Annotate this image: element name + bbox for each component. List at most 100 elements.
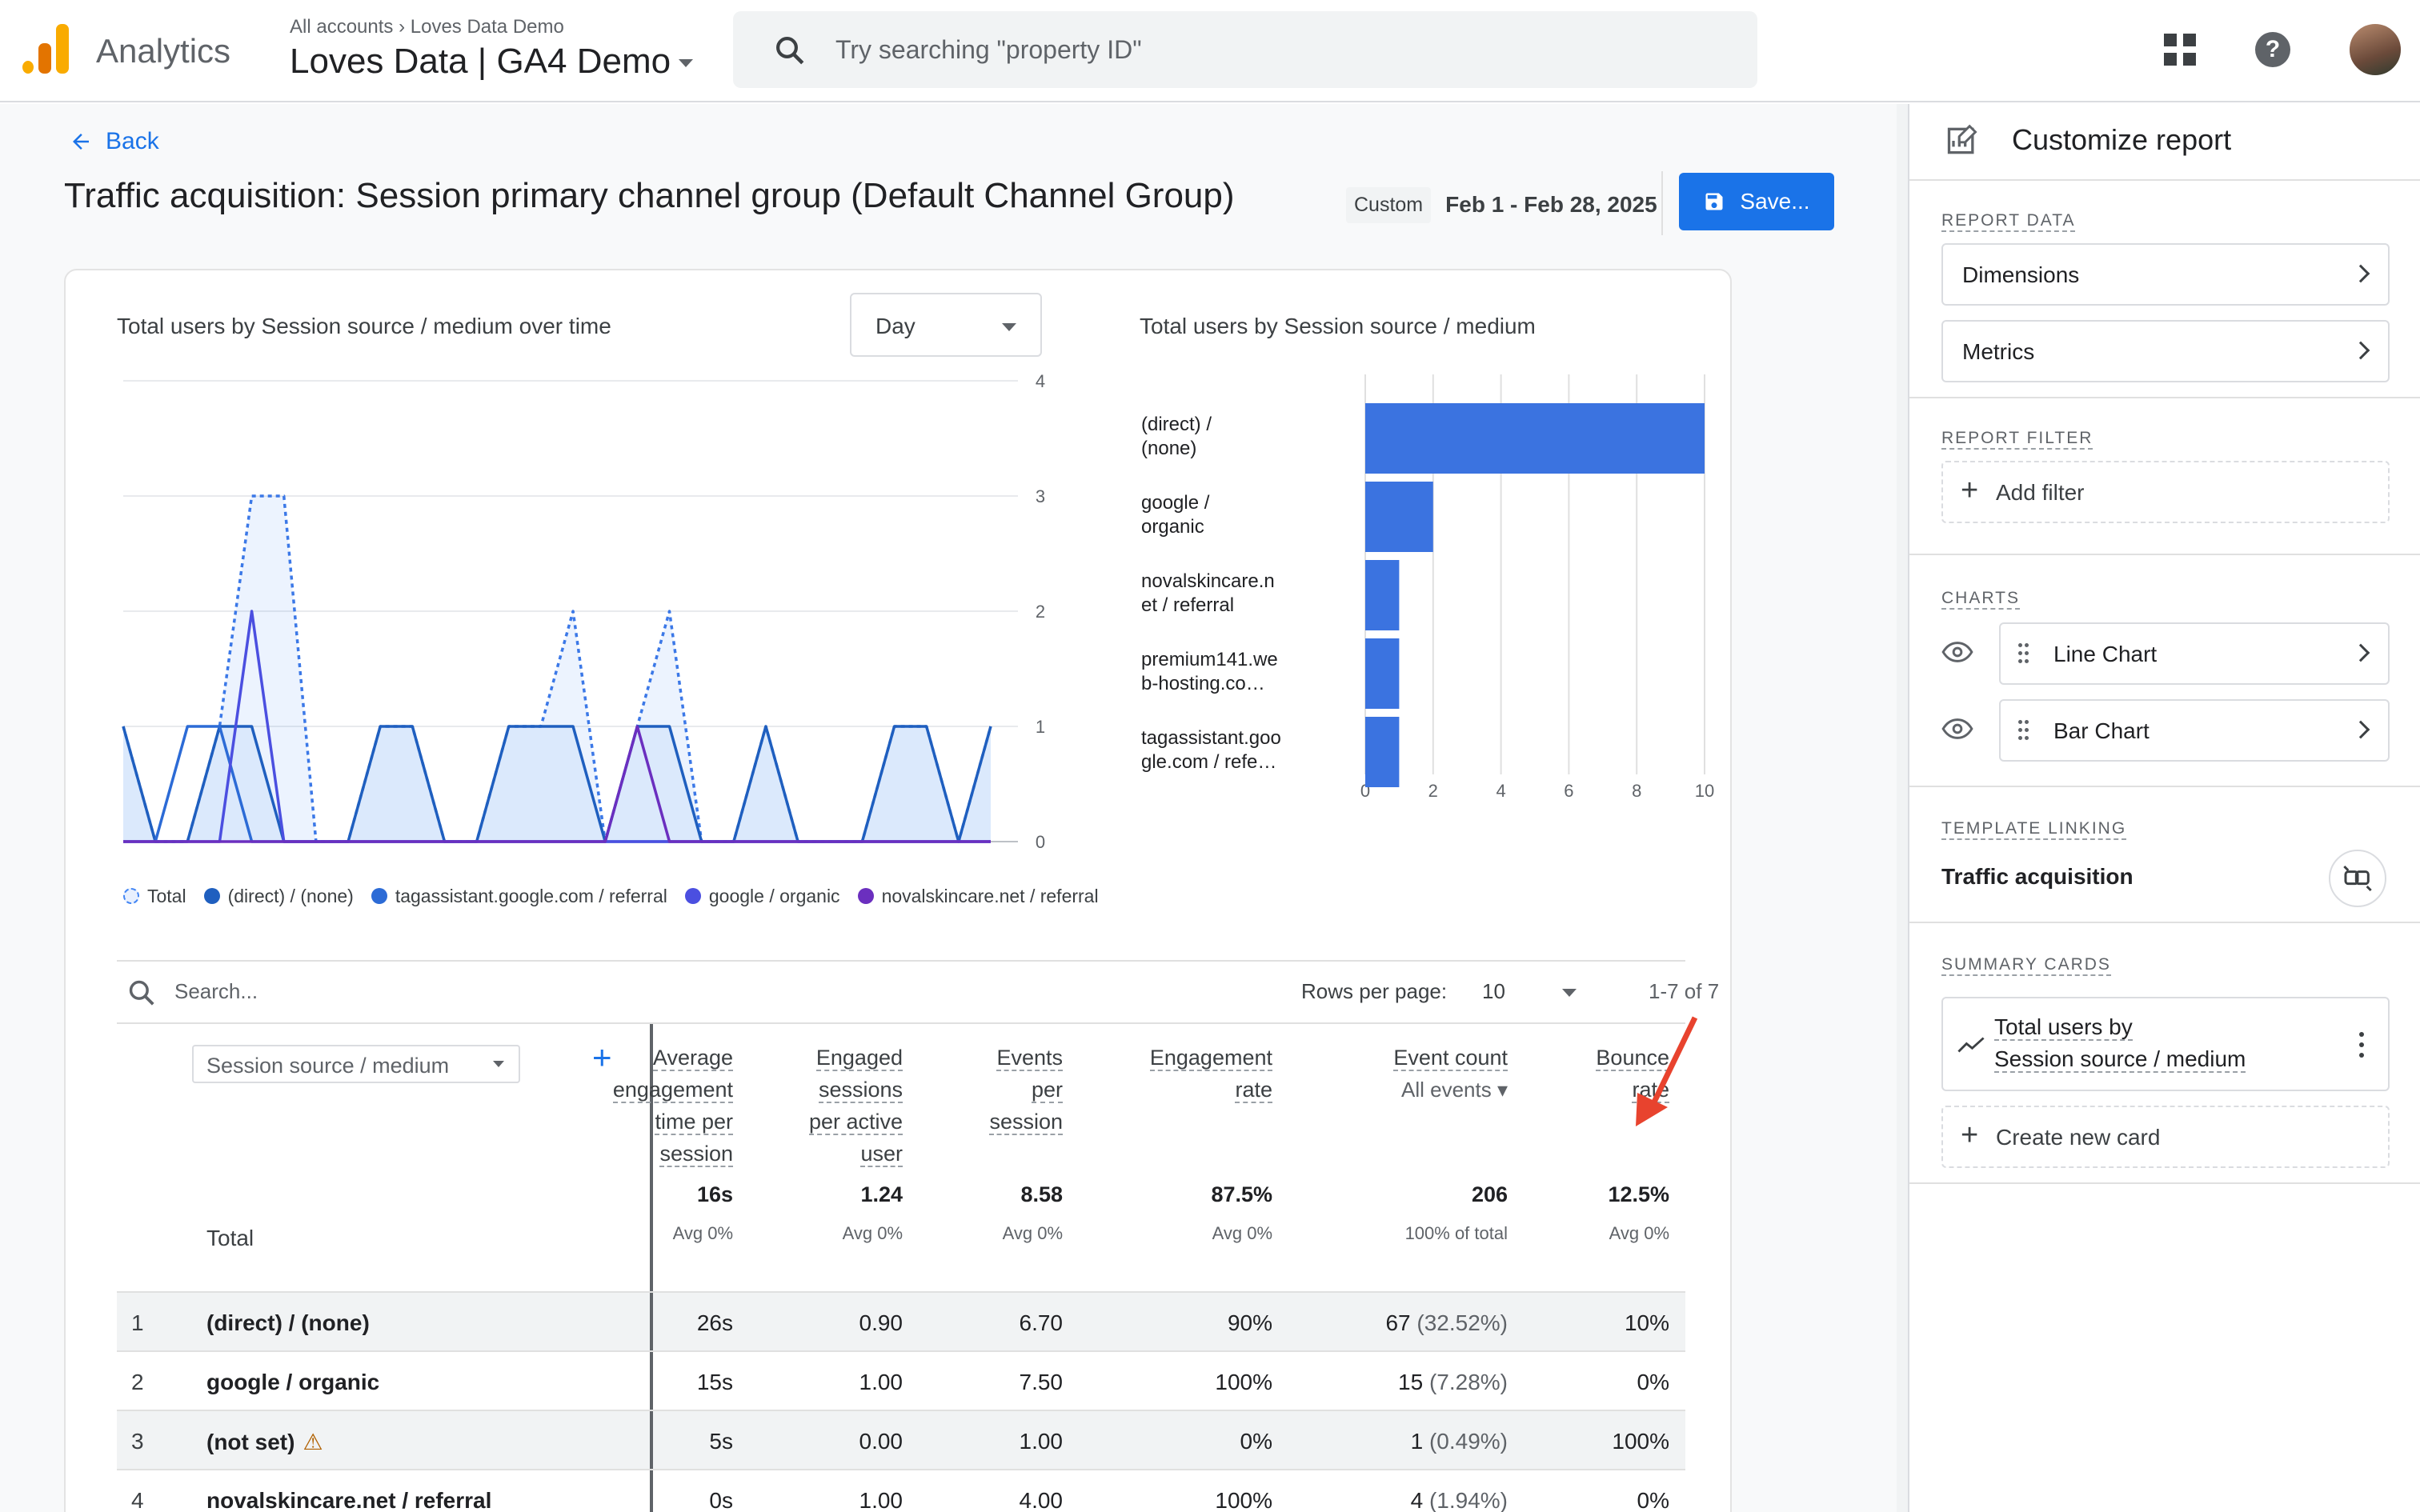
warning-icon[interactable]: ⚠ bbox=[302, 1430, 323, 1454]
panel-header: Customize report bbox=[1909, 104, 2420, 181]
row-dimension: novalskincare.net / referral bbox=[206, 1488, 492, 1512]
back-label: Back bbox=[106, 128, 159, 154]
line-chart-item[interactable]: Line Chart bbox=[1999, 622, 2390, 685]
category-label: novalskincare.n bbox=[1141, 570, 1275, 592]
table-row[interactable]: 2 google / organic 15s 1.00 7.50 100% 15 (7.28… bbox=[117, 1350, 1685, 1411]
event-filter-select[interactable]: All events ▾ bbox=[1401, 1078, 1508, 1102]
metric-column-header[interactable]: Engagement rate bbox=[1149, 1046, 1272, 1103]
legend-item[interactable]: Total bbox=[123, 886, 186, 907]
table-cell: 1.00 bbox=[859, 1488, 903, 1512]
pagination-status: 1-7 of 7 bbox=[1649, 979, 1720, 1003]
y-tick-label: 1 bbox=[1036, 717, 1045, 737]
metric-column-header[interactable]: Engaged sessions per active user bbox=[808, 1046, 903, 1167]
bar bbox=[1365, 717, 1400, 787]
category-label: premium141.we bbox=[1141, 649, 1278, 670]
table-row[interactable]: 1 (direct) / (none) 26s 0.90 6.70 90% 67 (32.5… bbox=[117, 1291, 1685, 1352]
category-label: gle.com / refe… bbox=[1141, 751, 1276, 773]
dimensions-item[interactable]: Dimensions bbox=[1941, 243, 2390, 306]
eye-icon[interactable] bbox=[1941, 642, 1973, 662]
bar-chart[interactable]: 0 2 4 6 8 10(direct) /(none)google /organicno… bbox=[1130, 358, 1722, 838]
metric-column-header[interactable]: Event count All events ▾ bbox=[1324, 1042, 1508, 1106]
line-chart-title: Total users by Session source / medium o… bbox=[117, 314, 611, 338]
avatar[interactable] bbox=[2348, 22, 2402, 77]
template-linking-section: TEMPLATE LINKING Traffic acquisition bbox=[1909, 787, 2420, 923]
add-filter-button[interactable]: + Add filter bbox=[1941, 461, 2390, 523]
y-tick-label: 4 bbox=[1036, 371, 1045, 391]
breadcrumb-account[interactable]: Loves Data Demo bbox=[410, 16, 564, 38]
summary-card-item[interactable]: Total users by Session source / medium bbox=[1941, 997, 2390, 1091]
x-tick-label: 8 bbox=[1632, 781, 1641, 801]
row-dimension: (not set) ⚠ bbox=[206, 1430, 323, 1454]
legend-dot-icon bbox=[857, 888, 874, 904]
category-label: b-hosting.co… bbox=[1141, 673, 1265, 694]
date-range-picker[interactable]: Custom Feb 1 - Feb 28, 2025 bbox=[1346, 182, 1657, 227]
granularity-select[interactable]: Day bbox=[850, 293, 1042, 357]
table-cell: 0s bbox=[709, 1488, 733, 1512]
table-cell: 100% bbox=[1612, 1429, 1669, 1454]
unlink-template-button[interactable] bbox=[2329, 850, 2386, 907]
table-cell: 90% bbox=[1227, 1310, 1272, 1335]
create-card-button[interactable]: + Create new card bbox=[1941, 1106, 2390, 1168]
caret-down-icon bbox=[493, 1061, 504, 1067]
property-selector[interactable]: Loves Data | GA4 Demo bbox=[290, 42, 694, 82]
legend-label: (direct) / (none) bbox=[227, 885, 354, 906]
page-title: Traffic acquisition: Session primary cha… bbox=[64, 176, 1235, 215]
series-line bbox=[123, 725, 991, 843]
dimension-select[interactable]: Session source / medium bbox=[192, 1045, 520, 1083]
legend-dot-icon bbox=[684, 888, 701, 904]
total-cell: 206 100% of total bbox=[1404, 1182, 1508, 1243]
add-dimension-button[interactable]: + bbox=[592, 1038, 612, 1076]
customize-report-panel: Customize report REPORT DATA Dimensions … bbox=[1908, 104, 2420, 1512]
arrow-left-icon bbox=[73, 134, 89, 150]
section-label: REPORT FILTER bbox=[1941, 429, 2093, 450]
legend-dot-icon bbox=[371, 888, 387, 904]
legend-label: Total bbox=[147, 885, 186, 906]
panel-gutter bbox=[1897, 104, 1908, 1512]
add-filter-label: Add filter bbox=[1996, 480, 2085, 505]
rows-per-page-select[interactable]: 10 bbox=[1482, 979, 1505, 1003]
series-area bbox=[123, 496, 991, 842]
chevron-right-icon bbox=[2351, 643, 2370, 662]
legend-item[interactable]: tagassistant.google.com / referral bbox=[371, 886, 667, 907]
save-button[interactable]: Save... bbox=[1679, 173, 1834, 230]
metric-column-header[interactable]: Average engagement time per session bbox=[612, 1046, 733, 1167]
table-search-input[interactable]: Search... bbox=[174, 979, 258, 1003]
line-chart[interactable]: 0123402Feb091623 bbox=[98, 358, 1090, 854]
legend-item[interactable]: novalskincare.net / referral bbox=[857, 886, 1099, 907]
caret-down-icon bbox=[1002, 323, 1016, 331]
table-row[interactable]: 3 (not set) ⚠ 5s 0.00 1.00 0% 1 (0.49%) 100% bbox=[117, 1410, 1685, 1470]
apps-grid-icon[interactable] bbox=[2164, 34, 2196, 66]
line-chart-label: Line Chart bbox=[2053, 642, 2158, 666]
y-tick-label: 2 bbox=[1036, 602, 1045, 622]
metrics-item[interactable]: Metrics bbox=[1941, 320, 2390, 382]
bar-chart-item[interactable]: Bar Chart bbox=[1999, 699, 2390, 762]
metric-column-header[interactable]: Events per session bbox=[989, 1046, 1063, 1135]
total-cell: 8.58 Avg 0% bbox=[1002, 1182, 1063, 1243]
drag-handle-icon[interactable] bbox=[2018, 720, 2029, 741]
more-vert-icon[interactable] bbox=[2359, 1032, 2364, 1058]
x-tick-label: 23 bbox=[820, 853, 839, 854]
bar bbox=[1365, 638, 1400, 709]
chevron-right-icon bbox=[2351, 264, 2370, 283]
legend-item[interactable]: google / organic bbox=[684, 886, 840, 907]
main-content: Back Traffic acquisition: Session primar… bbox=[0, 104, 1897, 1512]
chart-legend[interactable]: Total (direct) / (none) tagassistant.googl… bbox=[123, 880, 1108, 912]
property-name: Loves Data | GA4 Demo bbox=[290, 42, 671, 81]
global-search[interactable]: Try searching "property ID" bbox=[733, 11, 1757, 88]
caret-down-icon[interactable] bbox=[1562, 989, 1577, 997]
breadcrumb[interactable]: All accounts › Loves Data Demo bbox=[290, 16, 564, 38]
total-cell: 87.5% Avg 0% bbox=[1211, 1182, 1272, 1243]
section-label: CHARTS bbox=[1941, 589, 2020, 610]
back-link[interactable]: Back bbox=[69, 128, 159, 155]
trend-line-icon bbox=[1957, 1037, 1985, 1053]
breadcrumb-root[interactable]: All accounts bbox=[290, 16, 394, 38]
eye-icon[interactable] bbox=[1941, 718, 1973, 739]
help-icon[interactable]: ? bbox=[2255, 32, 2290, 67]
panel-title: Customize report bbox=[2012, 123, 2232, 156]
legend-item[interactable]: (direct) / (none) bbox=[203, 885, 354, 907]
report-card: Total users by Session source / medium o… bbox=[64, 269, 1732, 1512]
y-tick-label: 0 bbox=[1036, 832, 1045, 852]
table-row[interactable]: 4 novalskincare.net / referral 0s 1.00 4.00 1… bbox=[117, 1469, 1685, 1512]
drag-handle-icon[interactable] bbox=[2018, 643, 2029, 664]
column-divider bbox=[650, 1024, 653, 1512]
